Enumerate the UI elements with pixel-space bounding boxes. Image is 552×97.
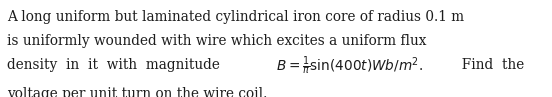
Text: voltage per unit turn on the wire coil.: voltage per unit turn on the wire coil.: [7, 87, 267, 97]
Text: is uniformly wounded with wire which excites a uniform flux: is uniformly wounded with wire which exc…: [7, 34, 426, 48]
Text: A long uniform but laminated cylindrical iron core of radius 0.1 m: A long uniform but laminated cylindrical…: [7, 10, 464, 24]
Text: $B = \frac{1}{\pi}\sin(400t)Wb/m^2$.: $B = \frac{1}{\pi}\sin(400t)Wb/m^2$.: [276, 54, 423, 77]
Text: density  in  it  with  magnitude: density in it with magnitude: [7, 58, 220, 72]
Text: Find  the: Find the: [453, 58, 524, 72]
